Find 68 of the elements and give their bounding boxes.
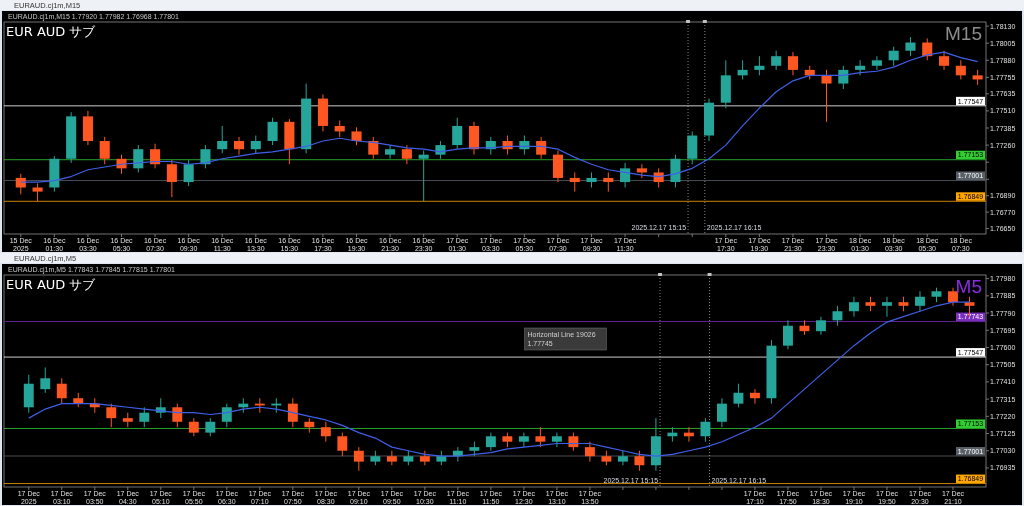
candlestick [634, 450, 645, 472]
candlestick [419, 450, 430, 466]
chart-title: EUR AUD サブ [6, 277, 97, 292]
candlestick [816, 316, 826, 336]
candlestick [287, 397, 298, 428]
candlestick [485, 432, 496, 452]
candlestick [56, 377, 67, 405]
candlestick [882, 296, 892, 318]
candlestick [267, 117, 278, 146]
candlestick [183, 159, 194, 187]
candlestick [552, 150, 563, 183]
candlestick [620, 162, 631, 188]
candlestick [133, 144, 144, 173]
candlestick [771, 50, 782, 71]
candlestick [855, 59, 866, 76]
candlestick [468, 121, 480, 156]
candlestick [23, 374, 34, 414]
candlestick [452, 117, 463, 150]
candlestick [368, 136, 379, 160]
candlestick [518, 432, 529, 448]
chart-title: EUR AUD サブ [6, 24, 97, 39]
candlestick [603, 171, 614, 193]
candlestick [188, 417, 199, 437]
chart-subtitle: M5 [955, 276, 982, 297]
candlestick [385, 144, 396, 160]
candlestick [670, 154, 681, 188]
candlestick [535, 426, 546, 448]
candlestick [888, 46, 899, 67]
candlestick [99, 136, 110, 165]
candlestick [749, 388, 760, 405]
candlestick [832, 305, 843, 327]
candlestick [871, 55, 882, 71]
candlestick [687, 130, 698, 165]
candlestick [617, 450, 628, 466]
candlestick [233, 136, 245, 156]
candlestick [353, 446, 364, 472]
candlestick [737, 59, 748, 80]
candlestick [787, 51, 798, 76]
candlestick [40, 366, 51, 394]
candlestick [838, 65, 849, 90]
candlestick [536, 136, 547, 160]
candlestick [401, 144, 412, 165]
candlestick [849, 296, 859, 318]
candlestick [418, 150, 429, 202]
candlestick [783, 319, 793, 350]
candlestick [551, 432, 562, 448]
candlestick [205, 417, 216, 437]
candlestick [337, 432, 348, 457]
candlestick [948, 287, 958, 307]
candlestick [106, 403, 117, 428]
candlestick [955, 59, 966, 80]
candlestick [636, 163, 647, 179]
candlestick [150, 143, 161, 169]
candlestick [905, 36, 916, 57]
candlestick [320, 421, 331, 443]
candlestick [939, 50, 950, 71]
candlestick [217, 125, 228, 154]
candlestick [584, 441, 595, 463]
candlestick [754, 55, 765, 76]
candlestick [915, 290, 925, 312]
candlestick [166, 159, 177, 198]
candlestick [700, 417, 711, 443]
candlestick [733, 383, 744, 408]
candlestick [139, 406, 150, 428]
chart-subtitle: M15 [945, 23, 982, 44]
candlestick [821, 69, 832, 123]
candlestick [716, 397, 727, 428]
candlestick [569, 171, 580, 193]
